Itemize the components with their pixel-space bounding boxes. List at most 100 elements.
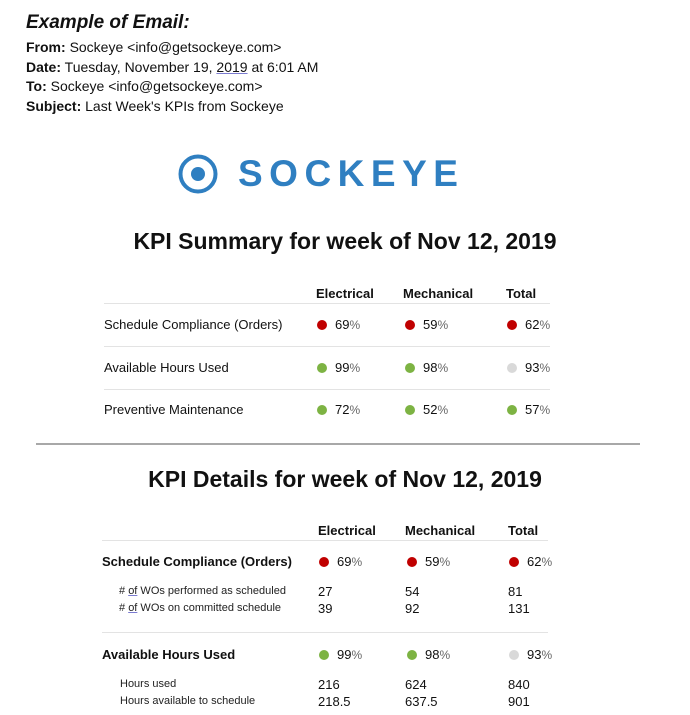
- percent-sign: %: [349, 403, 361, 417]
- percent-sign: %: [351, 555, 363, 569]
- status-dot-icon: [319, 650, 329, 660]
- status-dot-icon: [405, 320, 415, 330]
- subject-value: Last Week's KPIs from Sockeye: [85, 97, 284, 114]
- details-subrow-label: Hours available to schedule: [120, 695, 255, 707]
- pct-value: 93: [527, 647, 542, 662]
- electrical-pct-cell: 69%: [317, 317, 360, 332]
- summary-row-label: Schedule Compliance (Orders): [104, 317, 283, 332]
- percent-sign: %: [349, 318, 361, 332]
- pct-value: 69: [337, 554, 352, 569]
- details-subrow-value: 840: [508, 677, 530, 692]
- subrow-prefix: #: [119, 585, 129, 597]
- pct-value: 62: [527, 554, 542, 569]
- electrical-pct-cell: 72%: [317, 402, 360, 417]
- total-pct-cell: 93%: [507, 360, 550, 375]
- total-pct-cell: 62%: [509, 554, 552, 569]
- pct-value: 98: [423, 360, 438, 375]
- percent-sign: %: [539, 403, 551, 417]
- date-prefix: Tuesday, November 19,: [64, 58, 217, 75]
- pct-value: 62: [525, 317, 540, 332]
- percent-sign: %: [539, 361, 551, 375]
- subrow-suffix: WOs on committed schedule: [137, 602, 282, 614]
- details-section-label: Available Hours Used: [102, 647, 236, 662]
- mechanical-pct-cell: 59%: [405, 317, 448, 332]
- subject-line: Subject: Last Week's KPIs from Sockeye: [26, 97, 318, 117]
- percent-sign: %: [437, 318, 449, 332]
- subrow-text: Hours used: [120, 678, 177, 690]
- date-suffix: at 6:01 AM: [247, 58, 319, 75]
- pct-value: 52: [423, 402, 438, 417]
- status-dot-icon: [317, 363, 327, 373]
- pct-value: 93: [525, 360, 540, 375]
- email-heading: Example of Email:: [26, 12, 190, 33]
- status-dot-icon: [507, 320, 517, 330]
- details-col-total: Total: [508, 523, 539, 538]
- details-subrow-label: Hours used: [120, 678, 176, 690]
- percent-sign: %: [349, 361, 361, 375]
- summary-col-total: Total: [506, 286, 537, 301]
- percent-sign: %: [351, 648, 363, 662]
- to-value: Sockeye <info@getsockeye.com>: [50, 78, 263, 94]
- subrow-of: of: [128, 585, 138, 597]
- summary-col-electrical: Electrical: [316, 286, 374, 301]
- details-subrow-value: 131: [508, 601, 530, 616]
- details-subrow-value: 39: [318, 601, 333, 616]
- from-value: Sockeye <info@getsockeye.com>: [69, 39, 282, 55]
- details-section-label: Schedule Compliance (Orders): [102, 554, 292, 569]
- email-header: Example of Email: From: Sockeye <info@ge…: [26, 12, 318, 116]
- details-title: KPI Details for week of Nov 12, 2019: [148, 466, 542, 492]
- details-subrow-value: 27: [318, 584, 333, 599]
- details-subrow-label: # of WOs performed as scheduled: [119, 585, 286, 597]
- details-subrow-value: 54: [405, 584, 420, 599]
- details-subrow-value: 637.5: [405, 694, 438, 709]
- percent-sign: %: [541, 648, 553, 662]
- pct-value: 59: [425, 554, 440, 569]
- percent-sign: %: [541, 555, 553, 569]
- subrow-suffix: WOs performed as scheduled: [137, 585, 286, 597]
- pct-value: 99: [335, 360, 350, 375]
- row-separator: [102, 632, 548, 633]
- pct-value: 99: [337, 647, 352, 662]
- electrical-pct-cell: 99%: [317, 360, 360, 375]
- pct-value: 57: [525, 402, 540, 417]
- row-separator: [104, 346, 550, 347]
- mechanical-pct-cell: 59%: [407, 554, 450, 569]
- subrow-text: Hours available to schedule: [120, 695, 256, 707]
- status-dot-icon: [509, 557, 519, 567]
- row-separator: [102, 540, 548, 541]
- subject-label: Subject:: [26, 97, 82, 114]
- status-dot-icon: [317, 320, 327, 330]
- date-line: Date: Tuesday, November 19, 2019 at 6:01…: [26, 58, 318, 78]
- pct-value: 69: [335, 317, 350, 332]
- details-subrow-value: 901: [508, 694, 530, 709]
- summary-title: KPI Summary for week of Nov 12, 2019: [133, 228, 557, 254]
- date-label: Date:: [26, 58, 62, 75]
- row-separator: [104, 303, 550, 304]
- details-col-mechanical: Mechanical: [405, 523, 476, 538]
- status-dot-icon: [509, 650, 519, 660]
- details-subrow-value: 92: [405, 601, 420, 616]
- percent-sign: %: [439, 648, 451, 662]
- details-subrow-value: 624: [405, 677, 427, 692]
- logo-text: SOCKEYE: [238, 153, 465, 194]
- status-dot-icon: [317, 405, 327, 415]
- details-col-electrical: Electrical: [318, 523, 376, 538]
- summary-table: Electrical Mechanical Total Schedule Compli…: [104, 286, 550, 426]
- pct-value: 59: [423, 317, 438, 332]
- electrical-pct-cell: 99%: [319, 647, 362, 662]
- row-separator: [104, 389, 550, 390]
- status-dot-icon: [407, 650, 417, 660]
- status-dot-icon: [405, 363, 415, 373]
- summary-row-label: Available Hours Used: [104, 360, 229, 375]
- date-year: 2019: [216, 58, 248, 75]
- subrow-of: of: [128, 602, 138, 614]
- electrical-pct-cell: 69%: [319, 554, 362, 569]
- target-circle-icon: [178, 154, 218, 194]
- summary-row-label: Preventive Maintenance: [104, 402, 244, 417]
- from-line: From: Sockeye <info@getsockeye.com>: [26, 38, 318, 58]
- section-divider: [36, 443, 640, 445]
- details-subrow-label: # of WOs on committed schedule: [119, 602, 281, 614]
- total-pct-cell: 57%: [507, 402, 550, 417]
- status-dot-icon: [405, 405, 415, 415]
- to-line: To: Sockeye <info@getsockeye.com>: [26, 77, 318, 97]
